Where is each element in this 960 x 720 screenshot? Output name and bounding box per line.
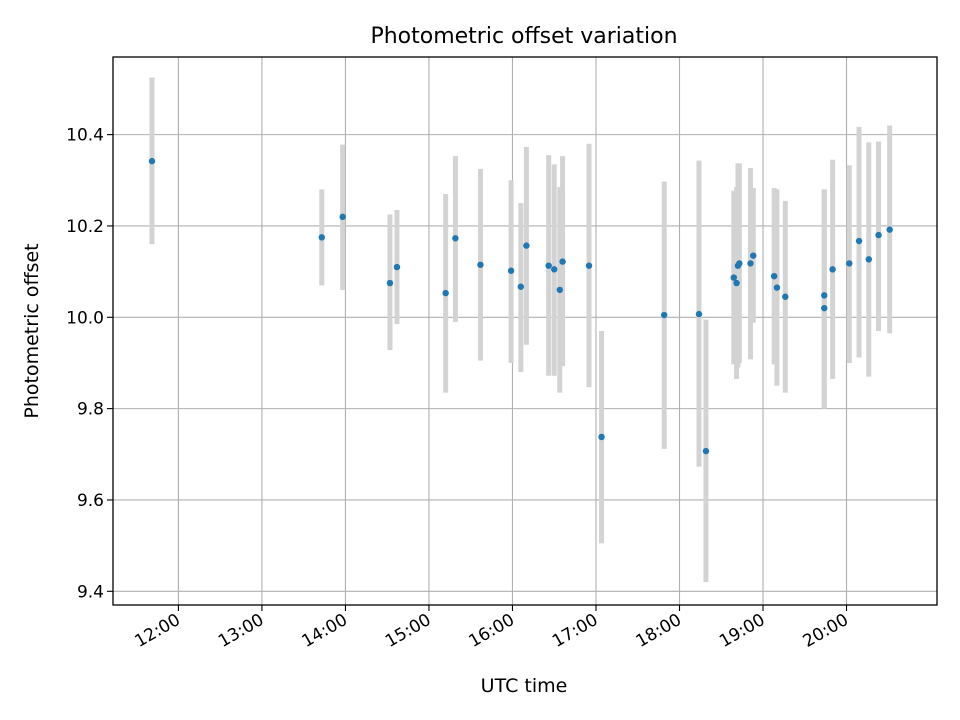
data-points: [148, 157, 893, 455]
data-point: [442, 289, 449, 297]
y-axis-label: Photometric offset: [21, 243, 43, 418]
data-point: [517, 283, 525, 290]
data-point: [865, 256, 872, 263]
y-tick-label: 10.2: [66, 217, 104, 237]
data-point: [736, 260, 743, 267]
data-point: [386, 279, 394, 287]
plot-area-frame: [112, 56, 938, 606]
data-point: [585, 262, 593, 269]
data-point: [559, 258, 566, 265]
data-point: [733, 279, 740, 287]
data-point: [750, 252, 757, 259]
y-tick-label: 10.4: [66, 126, 104, 146]
data-point: [875, 231, 882, 239]
data-point: [855, 237, 863, 245]
data-point: [339, 213, 346, 221]
data-point: [551, 266, 558, 273]
data-point: [452, 235, 459, 242]
data-point: [477, 261, 484, 268]
data-point: [393, 263, 401, 271]
data-point: [846, 260, 853, 267]
data-point: [782, 293, 789, 300]
y-axis-ticks: 9.4 9.6 9.8 10.0 10.2 10.4: [66, 126, 113, 602]
data-point: [821, 292, 828, 299]
data-point: [770, 273, 778, 280]
y-tick-label: 9.6: [77, 491, 104, 511]
data-point: [148, 157, 156, 165]
x-axis-label: UTC time: [481, 675, 568, 697]
chart-title: Photometric offset variation: [370, 24, 677, 49]
data-point: [773, 284, 781, 291]
data-point: [695, 310, 703, 318]
data-point: [660, 311, 668, 319]
y-tick-label: 10.0: [66, 308, 104, 328]
y-tick-label: 9.8: [77, 400, 104, 420]
data-point: [886, 226, 893, 233]
data-point: [821, 304, 828, 312]
data-point: [523, 242, 530, 249]
data-point: [318, 234, 325, 241]
data-point: [545, 262, 552, 269]
data-point: [730, 274, 737, 281]
data-point: [556, 286, 563, 294]
data-point: [702, 447, 710, 455]
data-point: [747, 260, 754, 267]
data-point: [829, 266, 836, 273]
y-tick-label: 9.4: [77, 582, 104, 602]
data-point: [598, 433, 605, 441]
data-point: [507, 267, 515, 274]
